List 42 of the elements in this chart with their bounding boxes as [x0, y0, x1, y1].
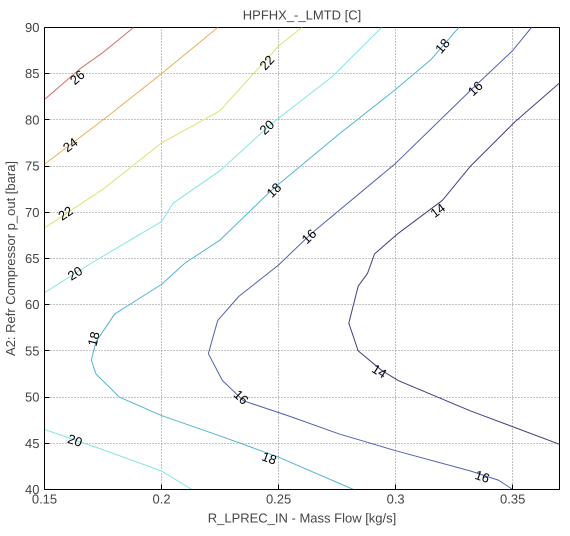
annotation: 16 — [464, 78, 486, 99]
x-tick-label: 0.35 — [500, 492, 526, 506]
y-tick-label: 80 — [25, 112, 40, 128]
x-tick-label: 0.2 — [152, 492, 171, 506]
y-tick-label: 65 — [25, 251, 40, 266]
annotation: 20 — [256, 116, 278, 138]
y-tick-label: 90 — [25, 20, 40, 35]
annotation: 18 — [264, 180, 284, 201]
annotation: 20 — [64, 263, 86, 284]
line-series — [44, 28, 218, 165]
annotation: 22 — [55, 202, 76, 224]
annotation: 18 — [260, 448, 279, 468]
annotation: 14 — [427, 200, 448, 221]
annotation: 24 — [60, 134, 81, 156]
annotation: 18 — [432, 36, 453, 56]
annotation: 16 — [473, 467, 492, 486]
annotation: 16 — [298, 226, 320, 247]
y-tick-label: 75 — [25, 158, 40, 174]
y-tick-label: 55 — [25, 343, 40, 358]
annotation: 20 — [66, 431, 84, 450]
line-series — [90, 28, 460, 490]
annotation: 16 — [230, 386, 252, 408]
line-series — [44, 28, 302, 229]
line-series — [348, 82, 560, 445]
y-tick-label: 70 — [25, 204, 40, 220]
line-series — [44, 428, 192, 490]
annotation: 26 — [66, 66, 88, 88]
line-series — [44, 28, 134, 100]
y-tick-label: 85 — [25, 66, 40, 82]
y-tick-label: 50 — [25, 390, 40, 405]
chart-title: HPFHX_-_LMTD [C] — [242, 8, 362, 22]
y-tick-label: 45 — [25, 436, 40, 451]
annotation: 14 — [369, 361, 390, 382]
line-series — [44, 28, 382, 294]
line-series — [208, 28, 532, 490]
x-tick-label: 0.3 — [386, 492, 405, 506]
x-axis-title: R_LPREC_IN - Mass Flow [kg/s] — [208, 510, 396, 526]
y-axis-title: A2: Refr Compressor p_out [bara] — [3, 160, 18, 356]
x-tick-label: 0.25 — [266, 492, 292, 506]
annotation: 22 — [256, 52, 278, 74]
annotation: 18 — [84, 330, 103, 348]
y-tick-label: 60 — [25, 297, 40, 312]
